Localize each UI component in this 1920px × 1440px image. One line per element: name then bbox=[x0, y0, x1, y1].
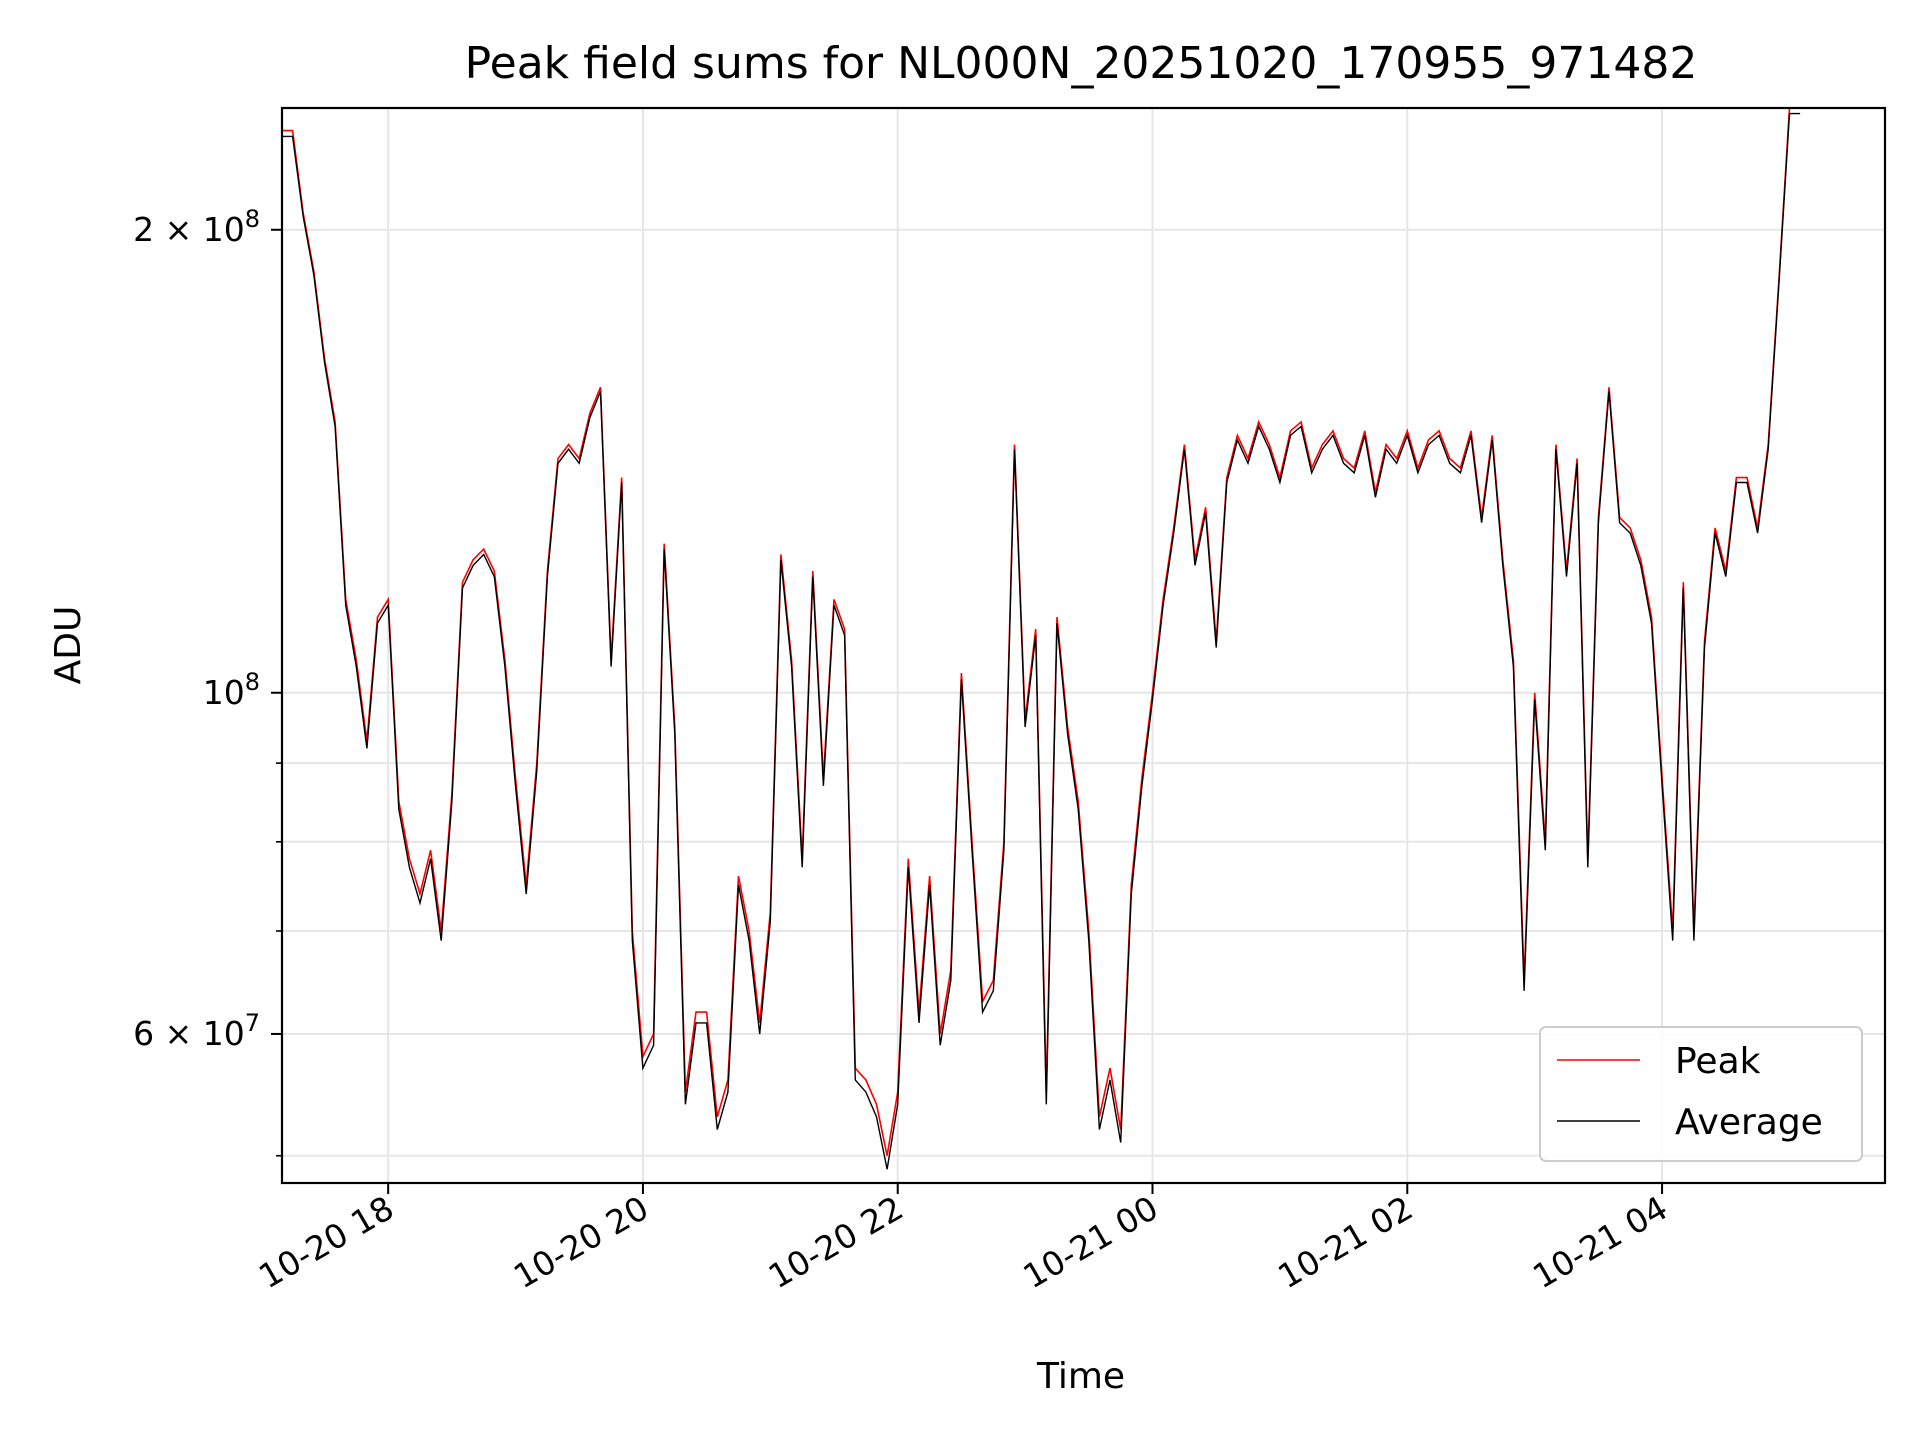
y-tick-label: 108 bbox=[203, 668, 260, 712]
y-tick-exponent: 7 bbox=[245, 1009, 260, 1037]
x-axis-label: Time bbox=[1036, 1356, 1125, 1397]
legend-label-peak: Peak bbox=[1675, 1041, 1761, 1082]
series-layer bbox=[282, 108, 1801, 1170]
y-tick-base: 2 × 10 bbox=[133, 210, 245, 249]
grid-layer bbox=[282, 108, 1885, 1183]
legend: Peak Average bbox=[1539, 1026, 1863, 1162]
y-tick-base: 6 × 10 bbox=[133, 1014, 245, 1053]
y-tick-exponent: 8 bbox=[245, 205, 260, 233]
legend-label-average: Average bbox=[1675, 1102, 1823, 1143]
y-tick-exponent: 8 bbox=[245, 668, 260, 696]
series-line-average bbox=[282, 112, 1801, 1170]
y-tick-base: 10 bbox=[203, 673, 245, 712]
y-tick-label: 6 × 107 bbox=[133, 1009, 260, 1053]
plot-frame bbox=[280, 106, 1887, 1185]
chart-title: Peak field sums for NL000N_20251020_1709… bbox=[465, 38, 1698, 89]
y-tick-label: 2 × 108 bbox=[133, 205, 260, 249]
y-axis-label: ADU bbox=[48, 606, 89, 685]
